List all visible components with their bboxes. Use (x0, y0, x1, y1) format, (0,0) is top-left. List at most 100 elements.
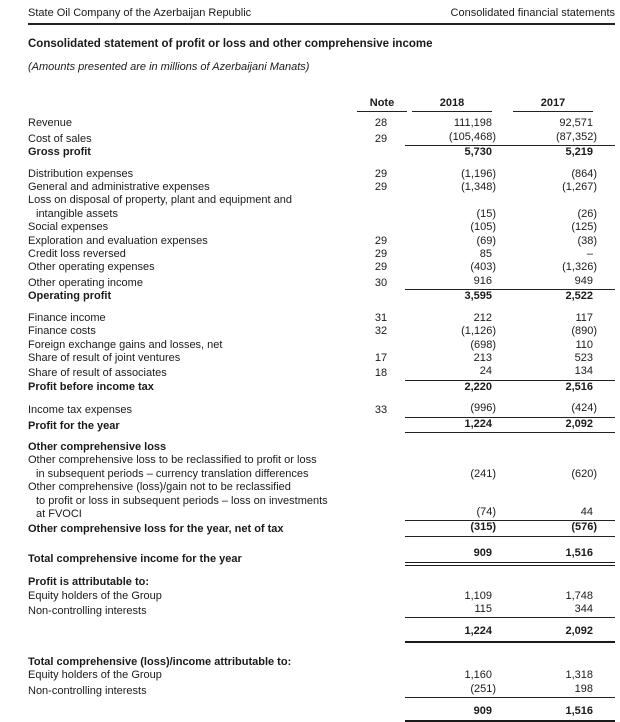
note-reference: 29 (374, 167, 388, 180)
value-2017: 5,219 (565, 146, 593, 159)
section-gap (28, 433, 615, 441)
value-cells: 2,220 2,516 (405, 381, 615, 394)
row-label-line: General and administrative expenses (28, 181, 210, 194)
row-label: Operating profit (28, 290, 357, 303)
value-2018: (241) (470, 467, 496, 480)
value-cells: 3,595 2,522 (405, 290, 615, 303)
value-cells: (15) (26) (405, 208, 615, 221)
row-equity-holders-of-the-group: Equity holders of the Group 1,109 1,748 (28, 590, 615, 603)
row-loss-on-disposal-of-property-plant-and-equipment-and: Loss on disposal of property, plant and … (28, 194, 615, 221)
value-2018: (1,126) (461, 325, 496, 338)
section-gap (28, 698, 615, 705)
row-other-comprehensive-loss-for-the-year-net-of-tax: Other comprehensive loss for the year, n… (28, 521, 615, 537)
value-cells: (105,468) (87,352) (405, 130, 615, 147)
value-2018: 1,160 (464, 669, 492, 682)
row-other-comprehensive-loss-gain-not-to-be-reclassified: Other comprehensive (loss)/gain not to b… (28, 481, 615, 522)
row-label: Equity holders of the Group (28, 590, 357, 603)
row-label: Other comprehensive (loss)/gain not to b… (28, 481, 357, 521)
value-cells: (403) (1,326) (405, 261, 615, 274)
row-share-of-result-of-joint-ventures: Share of result of joint ventures 17 213 52… (28, 352, 615, 365)
section-gap (28, 566, 615, 576)
section-gap (28, 537, 615, 547)
row-profit-before-income-tax: Profit before income tax 2,220 2,516 (28, 381, 615, 394)
value-2017: (1,326) (562, 261, 597, 274)
row-label-line: Credit loss reversed (28, 248, 126, 261)
row-label: Revenue (28, 117, 357, 130)
value-2017: (424) (571, 402, 597, 415)
row-total-comprehensive-loss-income-attributable-to: Total comprehensive (loss)/income attrib… (28, 656, 615, 669)
row-label-continuation: at FVOCI (36, 507, 82, 520)
row-label-continuation: intangible assets (36, 207, 118, 220)
value-2017: 92,571 (559, 117, 593, 130)
row-label-line: Income tax expenses (28, 404, 132, 417)
section-gap (28, 643, 615, 656)
value-2017: (1,267) (562, 181, 597, 194)
value-cells: (105) (125) (405, 221, 615, 234)
value-cells: 111,198 92,571 (405, 117, 615, 130)
value-2017: 949 (574, 274, 593, 287)
row-label-line: Finance costs (28, 325, 96, 338)
value-cells: 212 117 (405, 312, 615, 325)
row-label-line: Equity holders of the Group (28, 669, 162, 682)
row-label: Non-controlling interests (28, 685, 357, 698)
value-2017: 134 (574, 365, 593, 378)
value-cells: 24 134 (405, 365, 615, 381)
row-label-line: Finance income (28, 311, 106, 324)
value-2017: 44 (580, 505, 593, 518)
value-cells: 1,109 1,748 (405, 590, 615, 603)
row-label-line: Non-controlling interests (28, 684, 147, 697)
row-label: Non-controlling interests (28, 605, 357, 618)
row-total-comprehensive-income-for-the-year: Total comprehensive income for the year 9… (28, 547, 615, 567)
row-label: Share of result of associates (28, 367, 357, 380)
row-label: Profit for the year (28, 420, 357, 433)
row-label: Other operating expenses (28, 261, 357, 274)
row-label-line: Share of result of joint ventures (28, 351, 181, 364)
value-2017: (864) (571, 167, 597, 180)
row-label: Finance income (28, 312, 357, 325)
page-header: State Oil Company of the Azerbaijan Repu… (28, 7, 615, 25)
value-2018: 5,730 (464, 146, 492, 159)
value-2017: 110 (575, 338, 593, 351)
value-2018: 115 (474, 603, 492, 615)
row-label-line: Social expenses (28, 221, 109, 234)
value-2018: (1,196) (461, 167, 496, 180)
value-2018: 1,224 (464, 625, 492, 638)
row-other-comprehensive-loss: Other comprehensive loss (28, 441, 615, 454)
row-label-line: Share of result of associates (28, 367, 167, 380)
value-2018: 909 (473, 705, 492, 718)
row-share-of-result-of-associates: Share of result of associates 18 24 134 (28, 365, 615, 381)
row-label: Other comprehensive loss (28, 441, 357, 454)
value-cells: 909 1,516 (405, 705, 615, 722)
year-2018-header-cell: 2018 (405, 97, 498, 113)
row-total-comprehensive-attributable-total: 909 1,516 (28, 705, 615, 722)
row-non-controlling-interests: Non-controlling interests 115 344 (28, 603, 615, 619)
value-2018: (996) (470, 402, 496, 415)
row-label: Profit before income tax (28, 381, 357, 394)
row-label: General and administrative expenses (28, 181, 357, 194)
value-cells: (1,126) (890) (405, 325, 615, 338)
row-label: Profit is attributable to: (28, 576, 357, 589)
value-2018: 1,224 (464, 417, 492, 430)
year-2017-header: 2017 (513, 97, 593, 113)
row-label-continuation: in subsequent periods – currency transla… (36, 467, 309, 480)
value-cells: (698) 110 (405, 339, 615, 352)
row-label: Distribution expenses (28, 168, 357, 181)
value-2017: 2,092 (565, 417, 593, 430)
value-cells: (251) 198 (405, 683, 615, 699)
value-2017: 2,516 (565, 380, 593, 393)
value-cells: (74) 44 (405, 505, 615, 522)
value-2018: 1,109 (464, 589, 492, 602)
section-gap (28, 160, 615, 168)
row-label: Total comprehensive income for the year (28, 553, 357, 566)
note-reference: 33 (374, 404, 388, 417)
note-reference: 29 (374, 132, 388, 145)
note-reference: 29 (374, 234, 388, 247)
value-2017: 1,318 (565, 669, 593, 682)
row-label-line: Cost of sales (28, 132, 92, 145)
value-2018: (105,468) (448, 130, 496, 143)
value-2018: 213 (473, 351, 492, 364)
value-2017: (620) (571, 467, 597, 480)
row-label-line: Other comprehensive loss to be reclassif… (28, 454, 317, 467)
statement-table: Note 2018 2017 Revenue 28 111,198 92,571 Cos… (28, 97, 615, 722)
